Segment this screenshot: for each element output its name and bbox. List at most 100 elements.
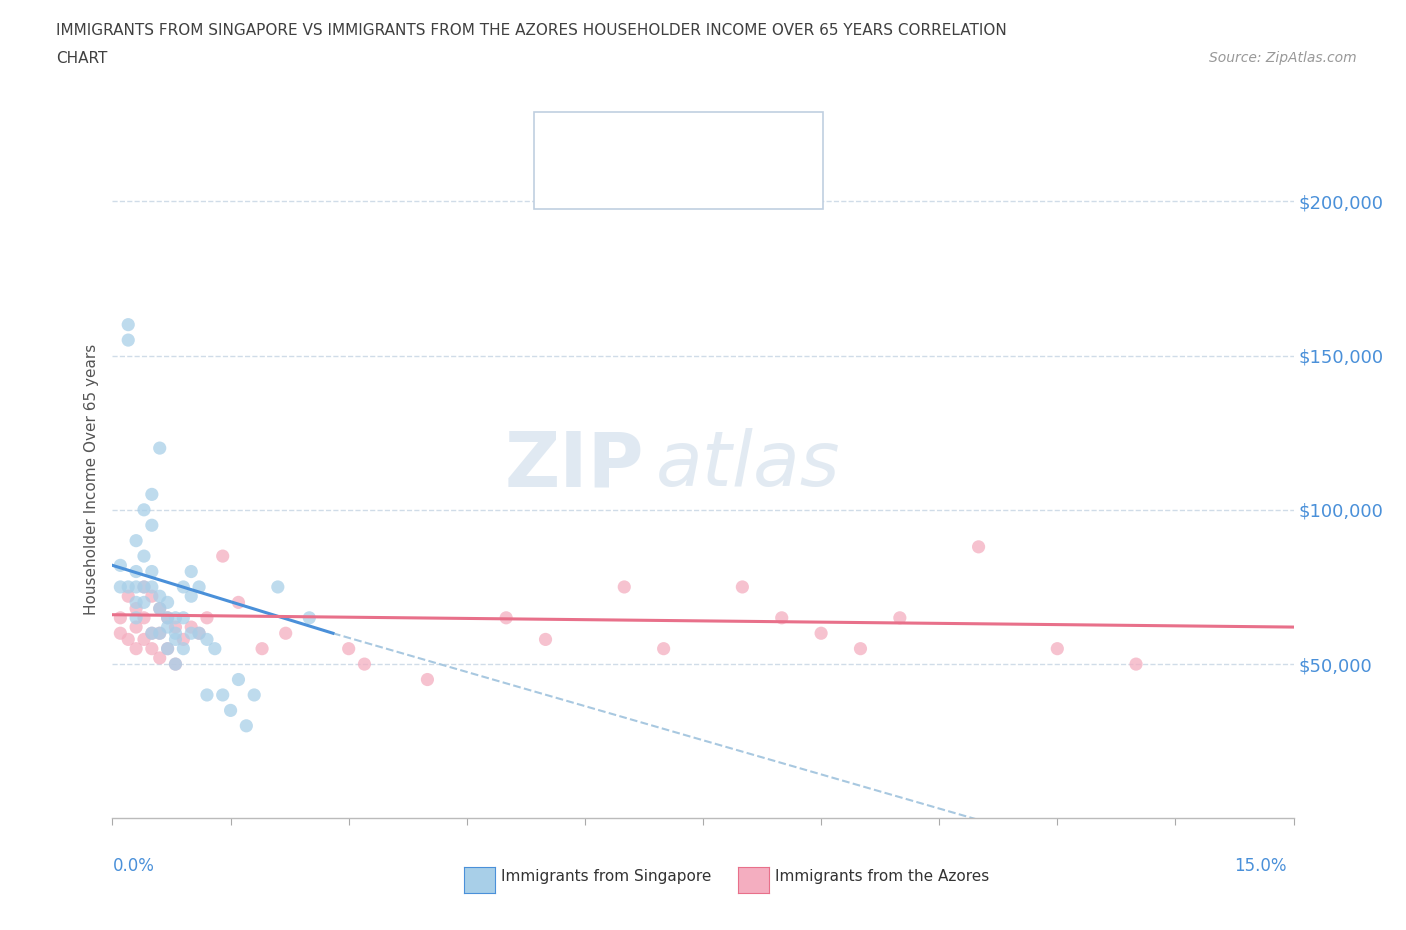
Point (219, 703, 242, 718)
Point (250, 642, 273, 657)
Point (125, 565, 148, 579)
Point (141, 579, 163, 594)
Point (495, 610, 517, 625)
Point (180, 589, 202, 604)
Point (125, 619, 148, 634)
Point (810, 626, 832, 641)
Point (1125, 657, 1147, 671)
Point (117, 579, 139, 594)
Text: R = -0.266   N = 49: R = -0.266 N = 49 (595, 124, 758, 142)
Point (188, 626, 211, 641)
Point (149, 589, 172, 604)
Point (188, 626, 211, 641)
Point (1046, 642, 1069, 657)
Point (117, 333, 139, 348)
Point (180, 626, 202, 641)
Point (770, 610, 793, 625)
Point (141, 626, 163, 641)
Point (132, 632, 155, 647)
Point (156, 619, 179, 634)
Point (165, 657, 187, 671)
Point (337, 642, 360, 657)
Point (117, 632, 139, 647)
Point (195, 610, 218, 625)
Point (211, 549, 233, 564)
Point (180, 565, 202, 579)
Point (849, 642, 872, 657)
Point (125, 601, 148, 616)
Y-axis label: Householder Income Over 65 years: Householder Income Over 65 years (83, 343, 98, 615)
Point (353, 657, 375, 671)
Point (141, 626, 163, 641)
Point (534, 632, 557, 647)
Point (211, 687, 233, 702)
Point (149, 601, 172, 616)
Point (172, 642, 194, 657)
Point (141, 518, 163, 533)
Point (188, 579, 211, 594)
Point (298, 610, 321, 625)
Point (180, 619, 202, 634)
Point (204, 642, 226, 657)
Point (110, 626, 132, 641)
Point (228, 672, 250, 687)
Text: 0.0%: 0.0% (112, 857, 155, 875)
Point (613, 579, 636, 594)
Text: IMMIGRANTS FROM SINGAPORE VS IMMIGRANTS FROM THE AZORES HOUSEHOLDER INCOME OVER : IMMIGRANTS FROM SINGAPORE VS IMMIGRANTS … (56, 23, 1007, 38)
Point (652, 642, 675, 657)
Point (132, 610, 155, 625)
Point (125, 610, 148, 625)
Point (156, 610, 179, 625)
Point (195, 632, 218, 647)
Point (117, 317, 139, 332)
Point (110, 610, 132, 625)
Point (125, 642, 148, 657)
Point (195, 687, 218, 702)
Point (141, 589, 163, 604)
Point (165, 657, 187, 671)
Point (731, 579, 754, 594)
Point (110, 579, 132, 594)
Point (172, 610, 194, 625)
Text: atlas: atlas (655, 429, 841, 502)
Point (117, 589, 139, 604)
Point (156, 595, 179, 610)
Point (172, 632, 194, 647)
Point (132, 579, 155, 594)
Point (149, 601, 172, 616)
Point (172, 579, 194, 594)
Point (967, 539, 990, 554)
Point (110, 558, 132, 573)
Text: R = -0.043   N = 43: R = -0.043 N = 43 (595, 163, 758, 181)
Point (156, 610, 179, 625)
Point (125, 579, 148, 594)
Point (889, 610, 911, 625)
Point (132, 549, 155, 564)
Point (141, 565, 163, 579)
Point (141, 487, 163, 502)
Point (149, 441, 172, 456)
Text: ZIP: ZIP (505, 429, 644, 502)
Point (125, 595, 148, 610)
Point (274, 626, 297, 641)
Point (165, 610, 187, 625)
Point (243, 687, 266, 702)
Point (132, 579, 155, 594)
Point (156, 642, 179, 657)
Point (228, 595, 250, 610)
Point (165, 619, 187, 634)
Text: Immigrants from the Azores: Immigrants from the Azores (775, 870, 988, 884)
Point (149, 626, 172, 641)
Point (125, 533, 148, 548)
Point (165, 626, 187, 641)
Point (141, 642, 163, 657)
Point (132, 595, 155, 610)
Text: CHART: CHART (56, 51, 108, 66)
Point (156, 642, 179, 657)
Point (165, 632, 187, 647)
Text: 15.0%: 15.0% (1234, 857, 1286, 875)
Point (235, 718, 257, 733)
Point (149, 650, 172, 665)
Point (267, 579, 290, 594)
Point (416, 672, 439, 687)
